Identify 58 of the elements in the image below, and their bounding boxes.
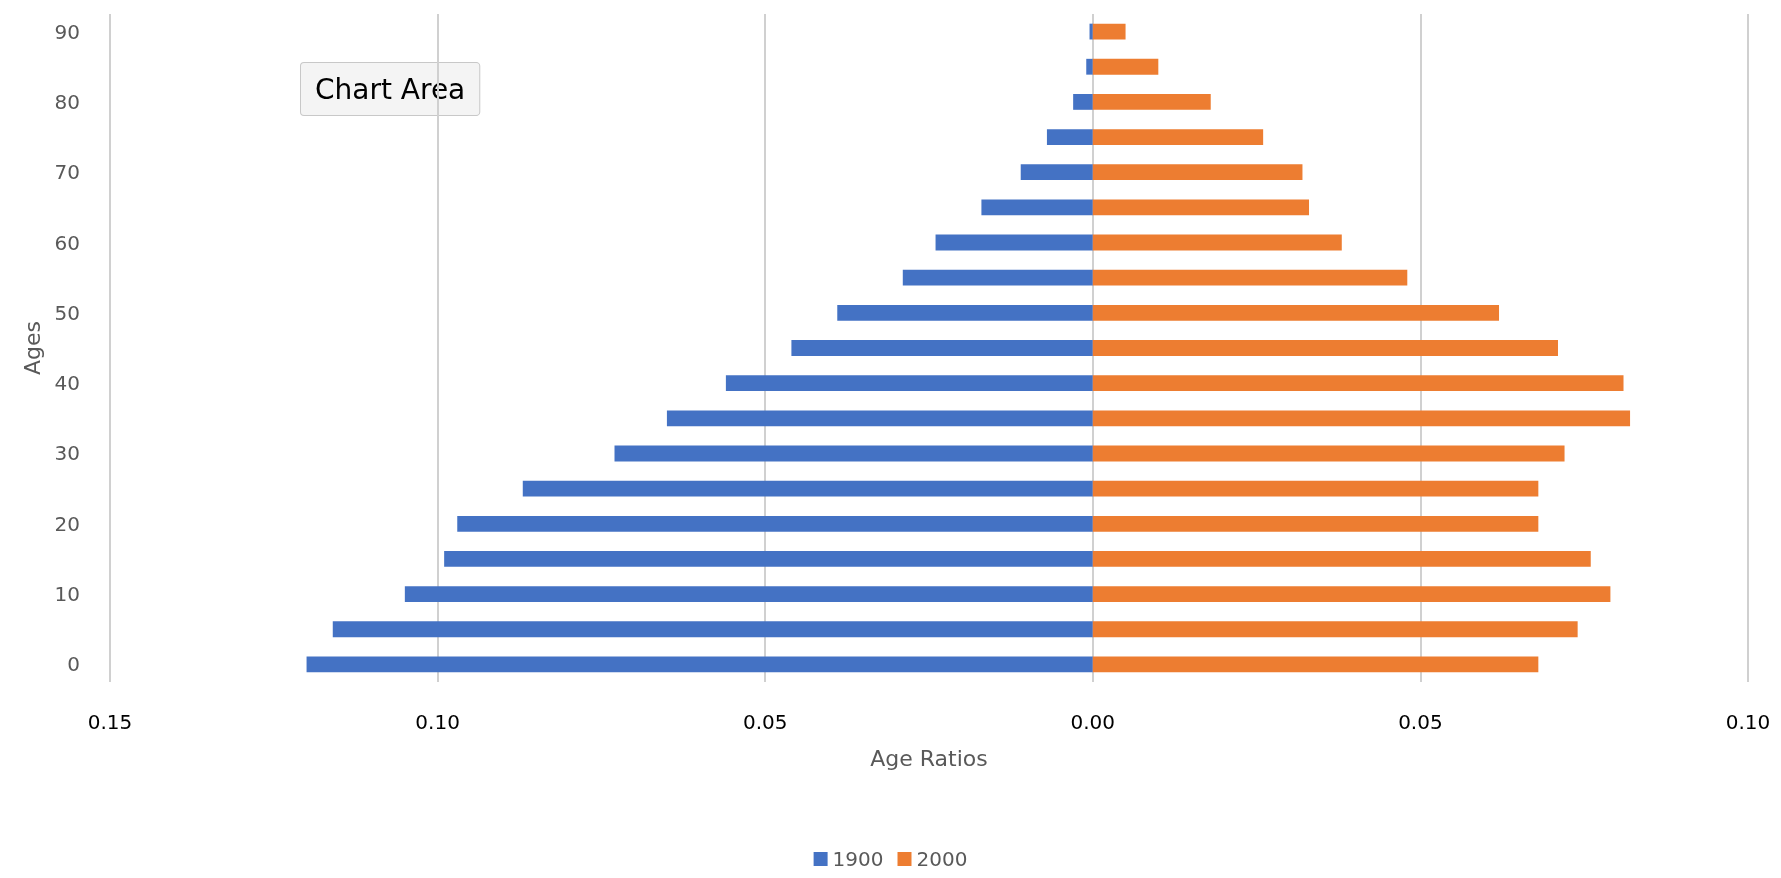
bar — [1092, 269, 1408, 286]
legend-label: 1900 — [832, 847, 884, 871]
bar — [1092, 304, 1500, 321]
bar — [1086, 58, 1093, 75]
bar — [1092, 93, 1211, 110]
y-tick-label: 70 — [54, 160, 80, 185]
bar — [837, 304, 1093, 321]
y-tick-label: 10 — [54, 582, 80, 607]
bar — [1092, 234, 1342, 251]
x-tick-label: 0.15 — [87, 710, 133, 734]
bar — [614, 445, 1093, 462]
bar — [725, 375, 1093, 392]
x-axis-title: Age Ratios — [870, 745, 988, 771]
bar — [1092, 340, 1558, 356]
bar — [935, 234, 1093, 251]
bar — [1092, 656, 1539, 673]
bar — [1092, 621, 1578, 638]
x-tick-label: 0.05 — [1398, 710, 1443, 734]
bar — [666, 410, 1093, 427]
y-tick-label: 50 — [54, 300, 80, 325]
bar — [1092, 129, 1264, 145]
x-tick-label: 0.05 — [742, 710, 788, 734]
bar — [981, 199, 1093, 216]
bar — [1092, 23, 1126, 40]
bar — [1092, 410, 1631, 427]
x-tick-label: 0.10 — [415, 710, 460, 734]
bar — [404, 586, 1093, 603]
bar — [444, 551, 1093, 567]
bar — [1092, 551, 1591, 567]
legend-label: 2000 — [916, 847, 968, 871]
y-tick-label: 40 — [54, 371, 80, 396]
bar — [1092, 58, 1159, 75]
bar — [1092, 445, 1565, 462]
bar — [306, 656, 1093, 673]
bar — [1092, 375, 1624, 392]
bar — [791, 340, 1093, 356]
y-tick-label: 60 — [54, 230, 80, 255]
bar — [902, 269, 1093, 286]
bar — [1092, 199, 1310, 216]
bar — [1020, 164, 1093, 181]
bar — [1092, 586, 1611, 603]
bar — [522, 480, 1093, 497]
bar — [1092, 480, 1539, 497]
y-tick-label: 20 — [54, 511, 80, 536]
bar — [457, 515, 1093, 532]
bar — [332, 621, 1093, 638]
y-tick-label: 30 — [54, 441, 80, 466]
bar — [1092, 164, 1303, 181]
bar — [1092, 515, 1539, 532]
annotation: Chart Area — [315, 72, 466, 106]
y-tick-label: 90 — [54, 19, 80, 44]
bar — [1046, 129, 1093, 145]
x-tick-label: 0.00 — [1070, 710, 1116, 734]
y-axis-title: Ages — [20, 320, 46, 376]
bar — [1073, 93, 1093, 110]
y-tick-label: 80 — [54, 89, 80, 114]
x-tick-label: 0.10 — [1725, 710, 1771, 734]
y-tick-label: 0 — [67, 652, 80, 677]
